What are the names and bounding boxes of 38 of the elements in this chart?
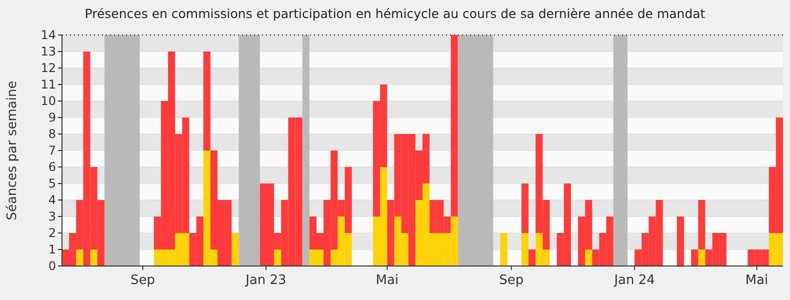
y-tick-label: 5 — [48, 176, 56, 191]
y-tick-label: 6 — [48, 160, 56, 174]
bar — [698, 250, 706, 266]
bar — [90, 250, 98, 266]
bar — [528, 250, 536, 266]
bar — [585, 250, 592, 266]
y-tick-label: 2 — [48, 226, 56, 240]
y-tick-label: 9 — [48, 110, 56, 125]
chart-title: Présences en commissions et participation en hémicycle au cours de sa dernière année de mandat — [84, 6, 706, 21]
bar — [521, 233, 529, 266]
bar — [76, 250, 84, 266]
y-tick-label: 0 — [48, 259, 56, 274]
y-tick-label: 1 — [48, 242, 56, 257]
x-tick-label: Jan 23 — [244, 273, 286, 288]
bar — [500, 233, 508, 266]
y-tick-label: 7 — [48, 144, 56, 158]
bar — [521, 184, 529, 233]
y-tick-label: 14 — [40, 28, 56, 42]
y-axis-title: Séances par semaine — [5, 80, 20, 220]
x-tick-label: Mai — [745, 273, 768, 288]
x-tick-label: Jan 24 — [613, 273, 655, 288]
bar — [691, 250, 698, 266]
x-tick-label: Mai — [376, 273, 399, 288]
y-tick-label: 11 — [40, 78, 56, 92]
y-tick-label: 13 — [40, 44, 56, 59]
y-tick-label: 12 — [40, 61, 56, 76]
bar — [698, 200, 706, 250]
bar — [450, 35, 458, 216]
y-tick-label: 3 — [48, 210, 56, 224]
y-tick-label: 10 — [40, 94, 56, 108]
y-tick-label: 4 — [48, 193, 56, 208]
y-tick-label: 8 — [48, 127, 56, 142]
x-tick-label: Sep — [499, 273, 524, 288]
bar — [676, 216, 684, 266]
bar — [203, 52, 210, 150]
bar — [274, 250, 282, 266]
x-tick-label: Sep — [130, 273, 156, 288]
bar — [232, 233, 239, 266]
